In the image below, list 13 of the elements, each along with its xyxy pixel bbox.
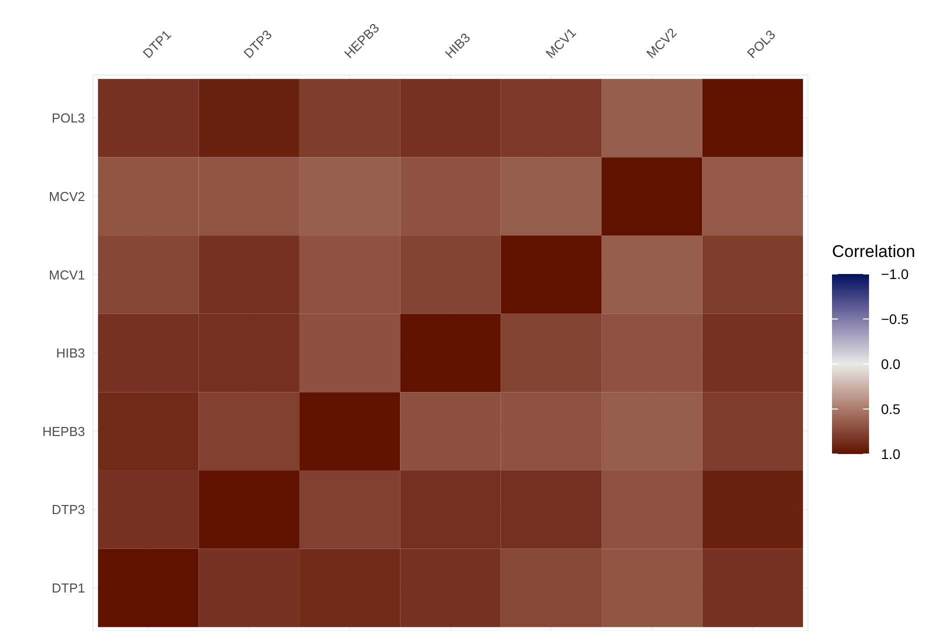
- color-bar-label: 1.0: [881, 446, 901, 462]
- color-bar-label: −0.5: [881, 311, 909, 327]
- y-tick-label: MCV2: [48, 188, 85, 204]
- y-tick-label: DTP1: [52, 580, 85, 596]
- y-tick-label: POL3: [52, 110, 85, 126]
- y-tick-label: MCV1: [48, 267, 85, 282]
- y-tick-label: HEPB3: [42, 424, 85, 439]
- color-bar-label: −1.0: [881, 266, 909, 282]
- y-tick-label: DTP3: [52, 502, 85, 518]
- color-bar-label: 0.5: [881, 401, 901, 417]
- color-bar-title: Correlation: [832, 242, 916, 262]
- color-bar-label: 0.0: [881, 356, 901, 372]
- y-tick-label: HIB3: [56, 346, 85, 361]
